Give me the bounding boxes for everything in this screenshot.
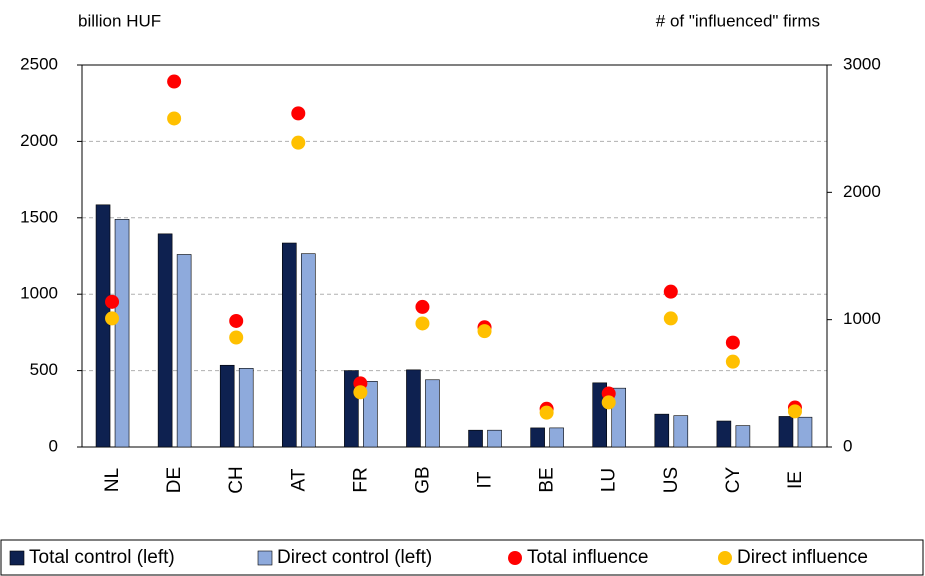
x-tick-label: LU [599,468,620,492]
dot [167,74,182,89]
x-tick-label: CY [723,466,744,493]
bar [157,233,173,448]
dot [415,316,430,331]
y2-axis-label: # of "influenced" firms [656,11,820,30]
dot [725,354,740,369]
bar [176,254,192,448]
dot [663,284,678,299]
dot [539,405,554,420]
bar [238,368,254,448]
y-axis-label: billion HUF [78,11,161,30]
legend-swatch [9,550,25,566]
bar [654,413,670,448]
dot [353,385,368,400]
legend-label: Total control (left) [29,547,175,568]
legend-box [0,539,924,576]
x-tick-label: AT [288,468,309,491]
x-tick-label: NL [102,468,123,492]
y-tick-label: 0 [49,436,58,455]
bar [95,204,111,448]
bar [797,416,813,448]
bar [114,219,130,448]
y-tick-label: 2000 [20,131,58,150]
bar [406,369,421,448]
bar [716,420,732,448]
bar [219,364,235,448]
x-tick-label: FR [350,467,371,492]
bar [281,242,297,448]
bar [487,429,502,448]
dot [601,395,616,410]
dot [291,135,306,150]
dot [229,313,244,328]
bar [673,415,689,448]
bar [363,380,378,448]
x-tick-label: BE [537,467,558,492]
dot [167,111,182,126]
legend-swatch [718,551,732,565]
bar [549,427,564,448]
x-tick-label: CH [226,466,247,493]
x-tick-label: GB [412,466,433,493]
y-tick-label: 1000 [20,284,58,303]
dot [229,330,244,345]
x-tick-label: DE [164,467,185,493]
dot [663,311,678,326]
y-tick-label: 2500 [20,54,58,73]
bar [300,253,316,448]
y-tick-label: 1500 [20,207,58,226]
legend-label: Direct control (left) [277,547,432,568]
dot [725,335,740,350]
bar [778,416,794,448]
dot [291,106,306,121]
dot [105,311,120,326]
bar [468,429,483,448]
legend-swatch [257,550,273,566]
y2-tick-label: 0 [843,436,852,455]
legend-swatch [508,551,522,565]
x-tick-label: IE [785,471,806,489]
plot-frame [81,64,828,448]
bar [425,379,440,448]
y2-tick-label: 1000 [843,309,881,328]
dot [787,404,802,419]
dot [415,299,430,314]
x-tick-label: IT [475,471,496,488]
bar [735,425,751,448]
y2-tick-label: 3000 [843,54,881,73]
dot [105,294,120,309]
x-tick-label: US [661,467,682,493]
dot [477,324,492,339]
legend-label: Total influence [527,547,648,568]
bar [530,427,545,448]
legend-label: Direct influence [737,547,868,568]
y-tick-label: 500 [30,360,58,379]
y2-tick-label: 2000 [843,182,881,201]
